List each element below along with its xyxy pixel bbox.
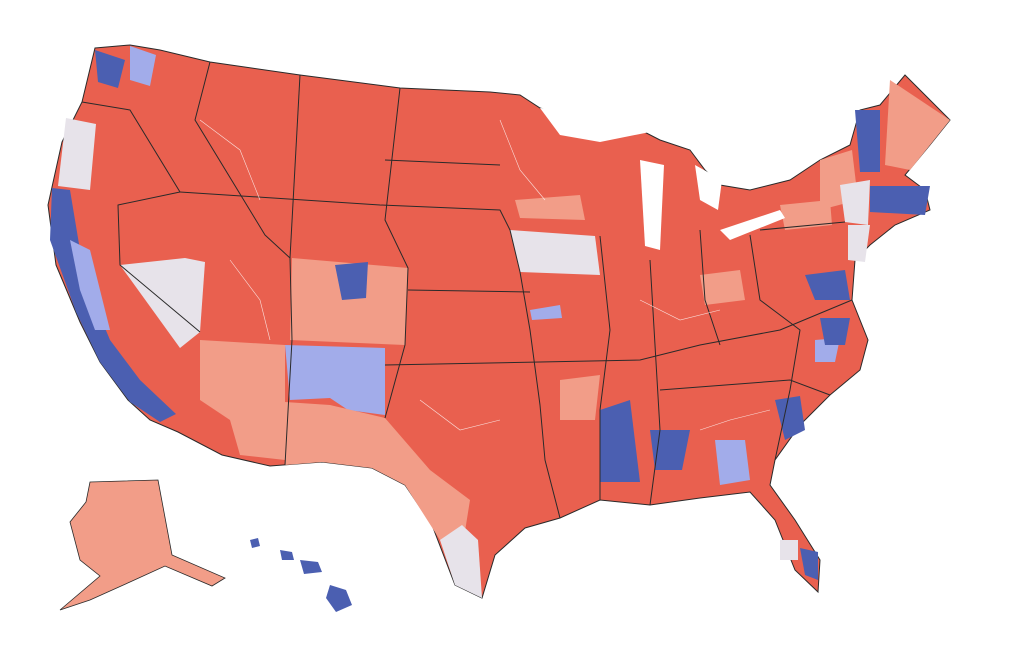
island (250, 538, 260, 548)
lake-michigan (640, 160, 664, 250)
state-borders (81, 61, 853, 519)
denver (335, 262, 368, 300)
alabama (650, 430, 690, 470)
maryland (805, 270, 850, 300)
border (384, 87, 409, 419)
lake-erie (720, 210, 785, 240)
border (749, 234, 801, 461)
alaska (59, 479, 226, 611)
south-texas (440, 525, 482, 598)
border (699, 229, 721, 346)
district-lines (199, 119, 771, 431)
new-mexico-north (285, 345, 385, 415)
border (599, 235, 611, 500)
border (407, 289, 531, 293)
west-texas (285, 402, 470, 550)
massachusetts (870, 186, 930, 215)
nevada-south (120, 258, 205, 348)
island (300, 560, 322, 574)
florida-gray (780, 540, 798, 560)
border (759, 221, 846, 231)
florida-south (800, 548, 818, 580)
colorado (290, 258, 408, 345)
continental-us (47, 44, 951, 599)
oregon-coast (58, 118, 96, 190)
new-jersey (848, 225, 870, 262)
ohio-region (700, 270, 745, 305)
hawaii (250, 538, 352, 612)
border (384, 299, 853, 366)
island (280, 550, 294, 560)
border (81, 101, 201, 333)
california-inland (70, 240, 110, 330)
border (289, 74, 301, 259)
district-line (199, 119, 261, 201)
lake-superior (540, 108, 660, 142)
border (194, 61, 293, 466)
south-carolina (775, 396, 805, 440)
maine (885, 80, 950, 170)
lake-huron (695, 165, 722, 210)
border (179, 191, 561, 519)
district-line (499, 119, 546, 201)
mississippi (600, 400, 640, 482)
virginia (820, 318, 850, 345)
border (659, 379, 831, 396)
missouri-region (560, 375, 600, 420)
border (384, 159, 501, 166)
pennsylvania-east (780, 200, 832, 230)
new-york-east (840, 180, 870, 225)
georgia (715, 440, 750, 485)
kansas-city (530, 305, 562, 320)
district-line (699, 409, 771, 431)
district-line (229, 259, 271, 341)
arizona-region (200, 340, 285, 460)
california-coast (50, 188, 176, 422)
iowa (510, 230, 600, 275)
island (326, 585, 352, 612)
vermont (855, 110, 880, 172)
district-line (639, 299, 721, 321)
washington-north (130, 46, 156, 86)
district-line (419, 399, 501, 431)
minnesota-south (515, 195, 585, 220)
seattle (95, 50, 125, 88)
border (649, 259, 661, 506)
